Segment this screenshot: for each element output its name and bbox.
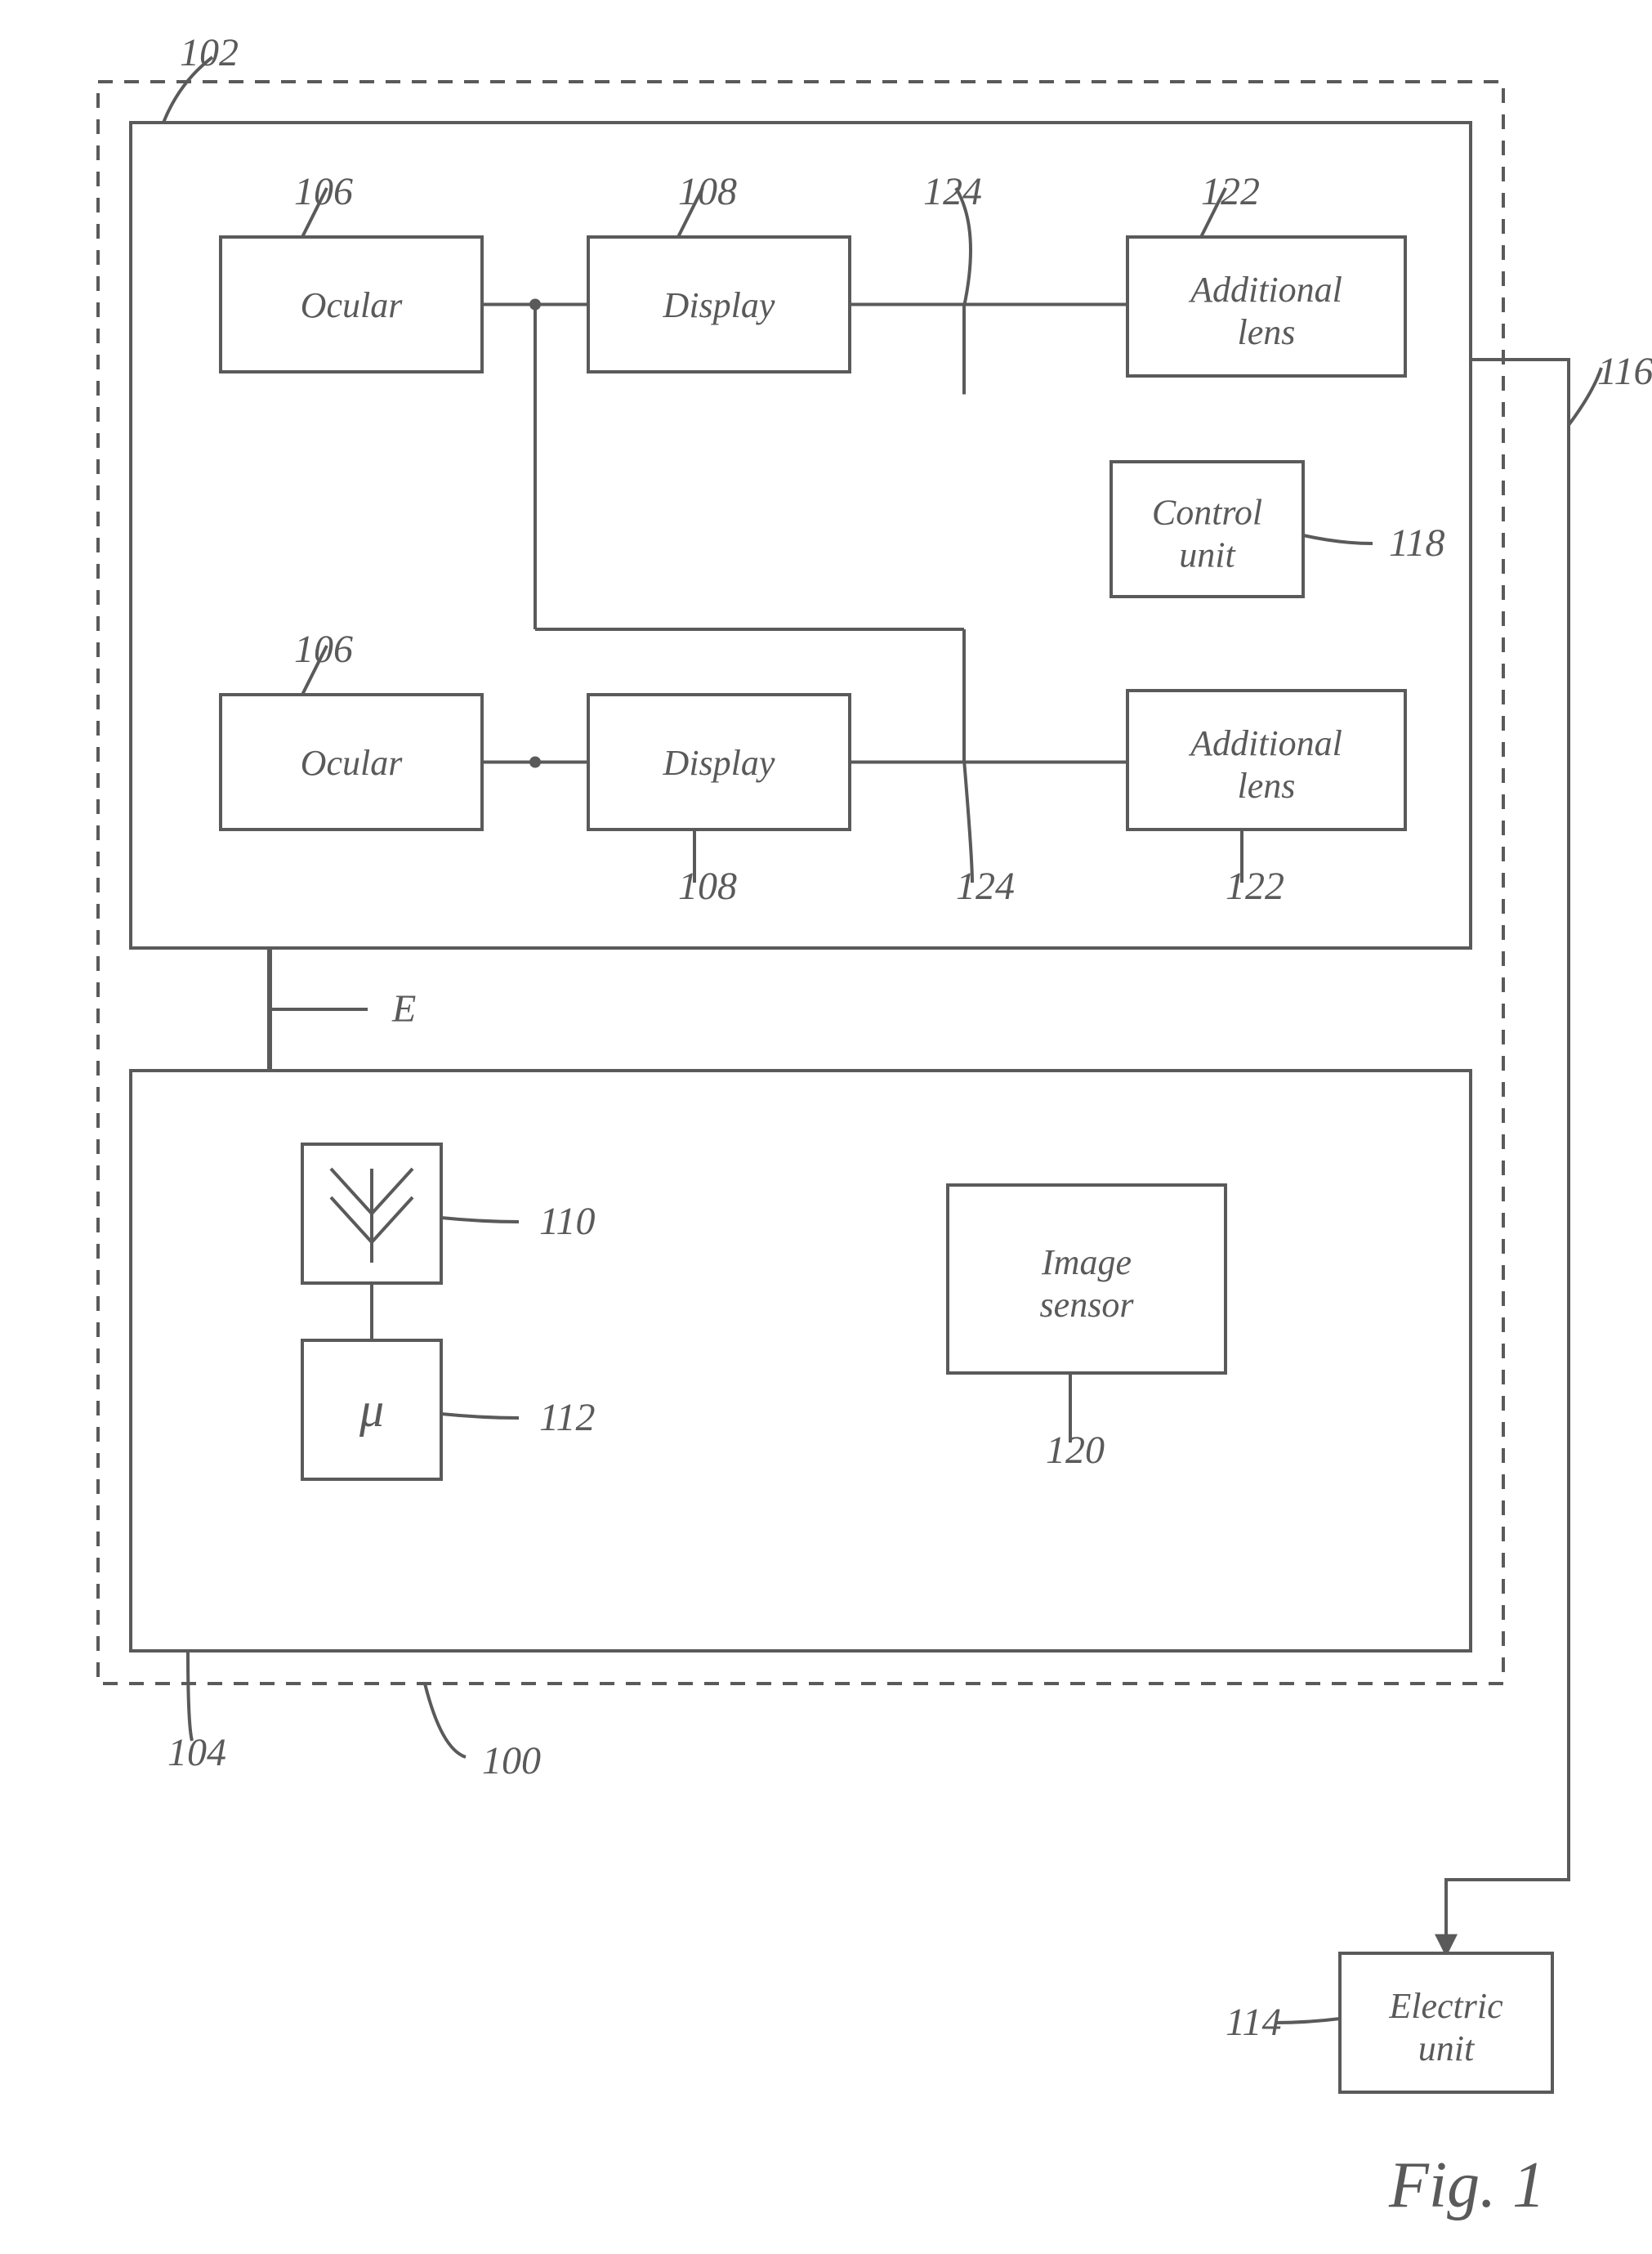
label-E: E	[391, 987, 416, 1031]
ref-114-ref: 114	[1226, 2001, 1281, 2044]
additional-lens-1-label-2: lens	[1238, 312, 1296, 352]
ref-100-leader	[425, 1684, 466, 1757]
ref-122a-ref: 122	[1201, 170, 1260, 213]
ref-118-ref: 118	[1389, 521, 1444, 565]
ref-110-ref: 110	[539, 1200, 595, 1243]
image-sensor-label-2: sensor	[1040, 1285, 1135, 1325]
electric-unit-label-1: Electric	[1388, 1986, 1503, 2026]
mu-label: μ	[359, 1383, 384, 1437]
ref-114-leader	[1275, 2019, 1340, 2023]
node-row2-left	[529, 757, 541, 768]
ref-116-ref: 116	[1597, 350, 1652, 393]
additional-lens-1-label-1: Additional	[1188, 270, 1342, 310]
electric-unit-label-2: unit	[1418, 2028, 1476, 2068]
control-unit-label-1: Control	[1152, 493, 1262, 533]
ref-112-ref: 112	[539, 1396, 595, 1439]
display-2-label: Display	[663, 743, 775, 783]
ref-108b-ref: 108	[678, 865, 737, 908]
image-sensor-label-1: Image	[1041, 1242, 1132, 1282]
display-1-label: Display	[663, 285, 775, 325]
ref-108a-ref: 108	[678, 170, 737, 213]
ref-102-ref: 102	[180, 31, 239, 74]
ref-124b-ref: 124	[956, 865, 1015, 908]
ref-100-ref: 100	[482, 1739, 541, 1782]
additional-lens-2-label-1: Additional	[1188, 723, 1342, 763]
control-unit-label-2: unit	[1179, 535, 1236, 575]
ref-122b-ref: 122	[1226, 865, 1284, 908]
ref-120-ref: 120	[1046, 1429, 1105, 1472]
ocular-2-label: Ocular	[301, 743, 404, 783]
additional-lens-2-label-2: lens	[1238, 766, 1296, 806]
ref-104-leader	[188, 1651, 192, 1741]
ref-116-leader	[1569, 368, 1601, 425]
ocular-1-label: Ocular	[301, 285, 404, 325]
figure-caption: Fig. 1	[1388, 2149, 1545, 2221]
ref-104-ref: 104	[167, 1731, 226, 1774]
ref-124a-ref: 124	[923, 170, 982, 213]
